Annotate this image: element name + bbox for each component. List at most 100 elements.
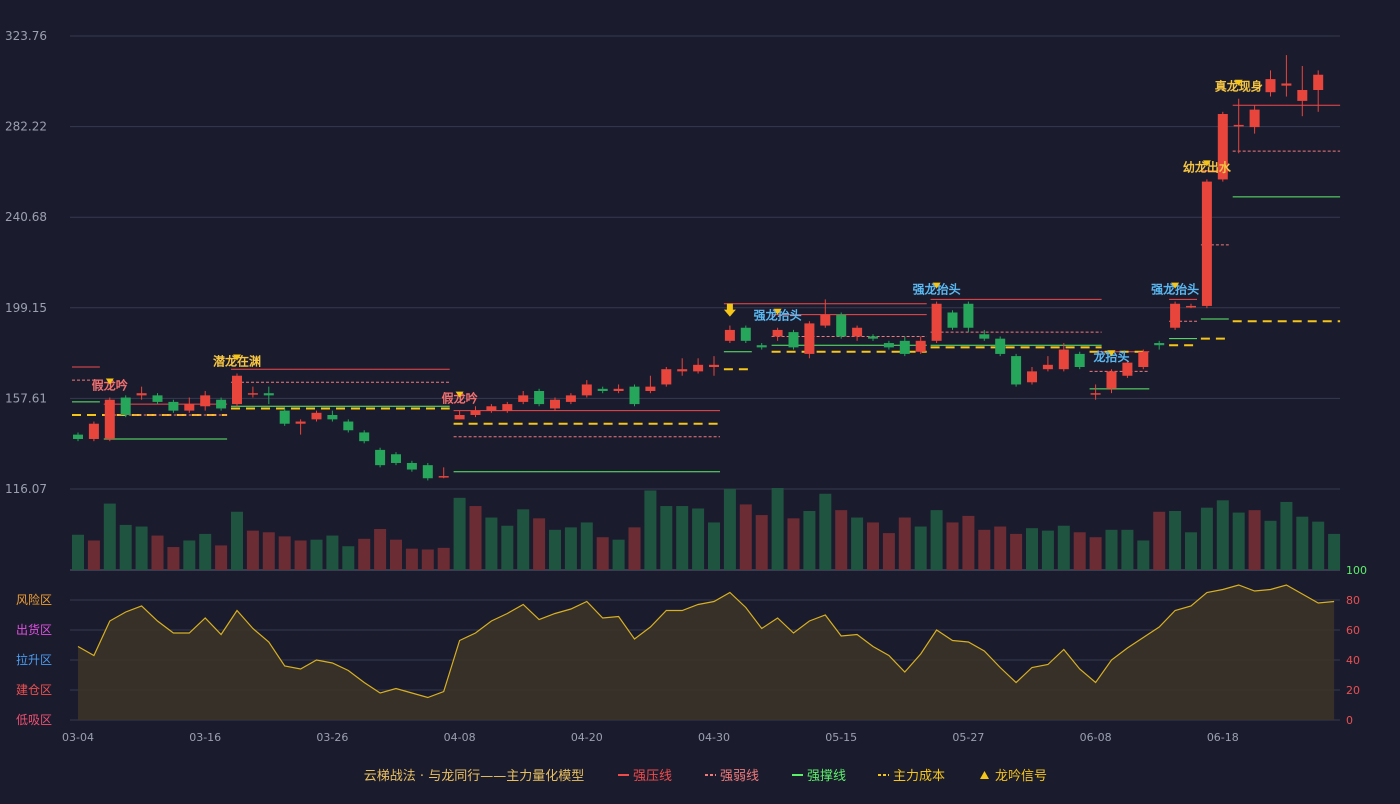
candle-body — [470, 410, 481, 415]
volume-bar — [135, 526, 148, 570]
volume-bar — [1328, 533, 1341, 570]
candle-body — [1281, 83, 1292, 86]
volume-bar — [580, 522, 593, 570]
candle-body — [120, 397, 131, 415]
volume-bar — [549, 529, 561, 570]
volume-bar — [1026, 528, 1038, 570]
volume-bar — [1041, 530, 1054, 570]
signal-marker — [105, 378, 114, 385]
signal-arrow — [723, 303, 736, 317]
candle-body — [1249, 109, 1260, 128]
candle-body — [1154, 343, 1165, 346]
candle-body — [550, 399, 560, 409]
volume-bar — [374, 529, 387, 570]
candle-body — [263, 393, 274, 396]
volume-bar — [1089, 537, 1102, 570]
candle-body — [327, 414, 338, 420]
volume-bar — [151, 535, 164, 570]
candle-body — [565, 395, 576, 402]
candle-body — [406, 462, 417, 470]
oscillator-layer — [77, 584, 1335, 720]
candle-body — [645, 386, 656, 392]
candle-body — [279, 410, 290, 424]
price-tick-label: 116.07 — [5, 482, 47, 496]
volume-bar — [930, 510, 943, 570]
candle-body — [677, 369, 688, 372]
volume-bar — [533, 518, 546, 570]
candle-body — [375, 449, 386, 466]
osc-zone-label: 低吸区 — [16, 713, 52, 727]
candle-body — [613, 388, 624, 392]
candle-body — [1201, 181, 1212, 306]
price-tick-label: 157.61 — [5, 391, 47, 405]
candle-body — [836, 314, 847, 337]
oscillator-area — [78, 585, 1335, 720]
volume-bar — [358, 538, 371, 570]
volume-bar — [1280, 501, 1293, 570]
candle-body — [1217, 113, 1228, 180]
signal-label: 潜龙在渊 — [213, 354, 261, 369]
signal-label: 龙抬头 — [1093, 349, 1129, 364]
volume-bar — [1216, 500, 1229, 570]
candle-body — [693, 364, 704, 372]
volume-bar — [994, 526, 1007, 570]
x-tick-label: 04-08 — [444, 731, 476, 744]
oscillator-line — [77, 584, 1335, 699]
candle-body — [343, 421, 354, 431]
volume-bar — [87, 540, 100, 570]
candle-body — [216, 399, 227, 409]
signal-marker — [1234, 79, 1243, 86]
volume-bar — [1264, 520, 1277, 570]
candle-body — [963, 303, 974, 328]
volume-bar — [596, 537, 609, 570]
volume-bar — [199, 533, 212, 570]
legend: 云梯战法 · 与龙同行——主力量化模型 强压线 强弱线 强撑线 主力成本 龙吟信号 — [364, 768, 1047, 784]
candle-body — [104, 399, 115, 439]
osc-right-tick: 40 — [1346, 654, 1360, 667]
x-tick-label: 06-18 — [1207, 731, 1239, 744]
price-tick-label: 323.76 — [5, 29, 47, 43]
candle-body — [868, 336, 878, 339]
candle-body — [486, 406, 497, 411]
candle-body — [740, 327, 751, 341]
candle-body — [152, 395, 163, 402]
volume-bar — [405, 548, 418, 570]
candle-body — [804, 323, 815, 354]
candle-body — [454, 414, 465, 420]
candle-body — [931, 303, 942, 341]
candle-body — [1297, 90, 1308, 101]
volume-bar — [485, 517, 498, 570]
price-tick-label: 282.22 — [5, 120, 47, 134]
volume-bar — [183, 540, 196, 570]
candle-body — [1011, 356, 1022, 385]
candle-body — [724, 329, 735, 341]
volume-bar — [644, 490, 657, 570]
x-tick-label: 06-08 — [1080, 731, 1112, 744]
signal-marker — [932, 282, 941, 289]
candles-layer — [73, 55, 1324, 481]
osc-right-tick: 80 — [1346, 594, 1360, 607]
candle-body — [1058, 349, 1069, 370]
volume-bar — [676, 506, 689, 570]
volume-bar — [723, 488, 736, 570]
volume-bar — [231, 511, 243, 570]
signal-marker — [1202, 160, 1211, 167]
volume-bar — [310, 539, 323, 570]
volume-bar — [1153, 511, 1166, 570]
signal-label: 假龙吟 — [442, 391, 478, 406]
volume-bar — [517, 509, 530, 570]
x-tick-label: 03-04 — [62, 731, 94, 744]
candle-body — [136, 393, 147, 396]
volume-bar — [1296, 516, 1309, 570]
candle-body — [979, 334, 990, 339]
candle-body — [597, 388, 608, 392]
volume-bar — [1185, 532, 1197, 570]
volume-bar — [978, 529, 991, 570]
x-tick-label: 03-16 — [189, 731, 221, 744]
candle-body — [899, 340, 910, 354]
volume-bar — [501, 525, 514, 570]
signal-marker — [1171, 282, 1180, 289]
volume-bar — [946, 522, 959, 570]
